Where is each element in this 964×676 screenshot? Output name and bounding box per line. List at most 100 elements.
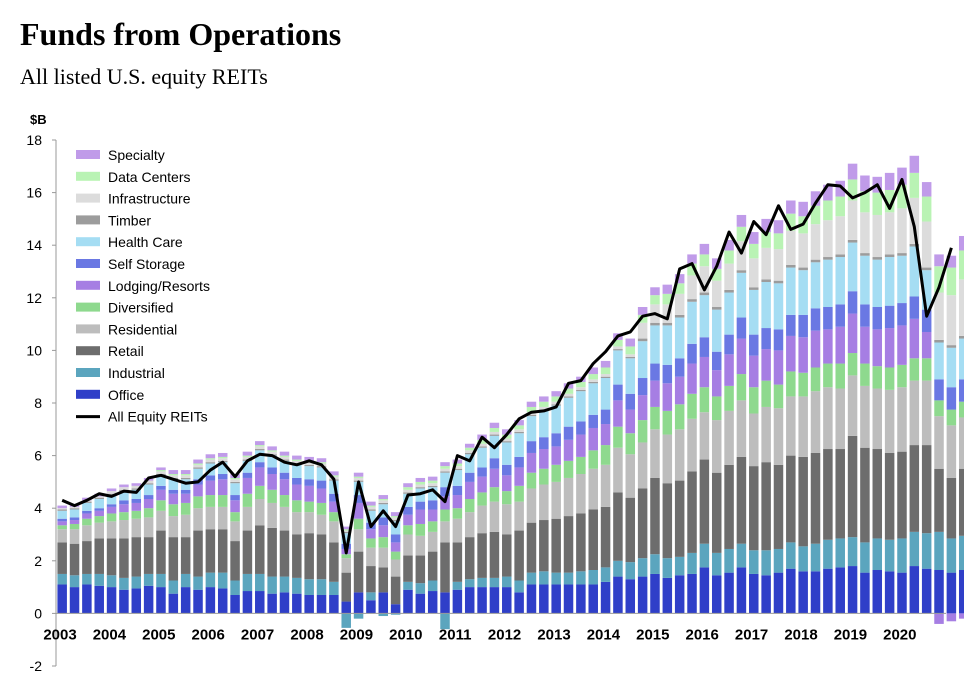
bar-diversified-q61 (810, 367, 821, 392)
bar-timber-q28 (403, 492, 413, 494)
bar-diversified-q24 (353, 518, 364, 530)
bar-office-q37 (514, 592, 524, 614)
x-tick-label: 2016 (686, 626, 719, 643)
bar-industrial-q20 (304, 579, 314, 595)
bar-data-centers-q13 (217, 456, 228, 459)
bar-office-q47 (637, 576, 648, 614)
x-tick-label: 2017 (735, 626, 768, 643)
bar-industrial-q28 (403, 581, 413, 590)
bar-retail-q70 (921, 445, 932, 534)
bar-office-q28 (403, 589, 413, 614)
bar-data-centers-q51 (687, 263, 697, 276)
bar-industrial-q61 (810, 543, 821, 572)
bar-retail-q44 (600, 506, 611, 568)
bar-timber-q23 (341, 531, 351, 534)
bar-residential-q17 (267, 502, 277, 528)
bar-infrastructure-q33 (464, 450, 475, 453)
bar-timber-q29 (415, 487, 426, 489)
bar-self-storage-q56 (749, 334, 759, 356)
x-tick-label: 2020 (883, 626, 916, 643)
bar-data-centers-q53 (711, 268, 722, 281)
bar-residential-q34 (477, 505, 487, 534)
bar-health-care-q2 (82, 502, 92, 511)
bar-lodging-resorts-q35 (489, 468, 500, 488)
bar-diversified-q16 (255, 485, 265, 499)
bar-office-q68 (897, 572, 907, 614)
bar-health-care-q8 (156, 475, 166, 486)
bar-lodging-resorts-q68 (897, 325, 907, 365)
bar-residential-q21 (316, 514, 327, 535)
bar-residential-q72 (946, 425, 957, 478)
bar-office-q17 (267, 593, 277, 614)
bar-retail-q10 (180, 537, 191, 574)
bar-diversified-q21 (316, 502, 327, 515)
bar-industrial-q6 (131, 576, 142, 589)
bar-infrastructure-q73 (958, 279, 964, 336)
bar-data-centers-q35 (489, 427, 500, 432)
bar-industrial-q68 (897, 538, 907, 573)
bar-lodging-resorts-q55 (736, 338, 747, 375)
bar-diversified-q25 (366, 538, 376, 548)
bar-office-q26 (378, 592, 389, 614)
bar-lodging-resorts-q60 (798, 337, 808, 373)
bar-self-storage-q69 (909, 296, 920, 319)
bar-specialty-q26 (378, 495, 389, 499)
bar-self-storage-q12 (205, 475, 216, 481)
bar-health-care-q49 (662, 325, 673, 365)
legend-swatch (76, 237, 100, 247)
bar-retail-q31 (440, 542, 450, 593)
bar-infrastructure-q56 (749, 258, 759, 288)
bar-industrial-q63 (835, 538, 845, 568)
bar-office-q44 (600, 581, 611, 614)
bar-self-storage-q61 (810, 308, 821, 331)
bar-residential-q36 (502, 504, 512, 535)
bar-office-q23 (341, 601, 351, 614)
bar-retail-q9 (168, 537, 179, 581)
bar-office-q41 (563, 584, 574, 614)
bar-lodging-resorts-q44 (600, 424, 611, 446)
bar-diversified-q47 (637, 420, 648, 443)
bar-self-storage-q57 (761, 328, 771, 350)
legend-swatch (76, 280, 100, 290)
bar-timber-q11 (193, 467, 203, 469)
bar-residential-q27 (390, 559, 401, 577)
legend-label: Retail (108, 343, 144, 359)
bar-data-centers-q22 (329, 475, 339, 477)
x-tick-label: 2018 (784, 626, 817, 643)
bar-health-care-q31 (440, 472, 450, 488)
bar-infrastructure-q39 (539, 406, 549, 410)
bar-health-care-q64 (847, 242, 858, 292)
bar-office-q30 (427, 591, 438, 614)
bar-specialty-q44 (600, 360, 611, 368)
bar-diversified-q35 (489, 487, 500, 502)
bar-office-q54 (724, 572, 734, 614)
bar-infrastructure-q19 (292, 460, 302, 464)
bar-data-centers-q24 (353, 476, 364, 478)
bar-diversified-q57 (761, 380, 771, 407)
bar-lodging-resorts-q48 (650, 380, 660, 407)
bar-office-q31 (440, 592, 450, 614)
bar-office-q33 (464, 587, 475, 614)
bar-diversified-q19 (292, 500, 302, 513)
bar-infrastructure-q36 (502, 438, 512, 442)
x-tick-label: 2013 (537, 626, 570, 643)
bar-lodging-resorts-q13 (217, 479, 228, 496)
bar-timber-q67 (884, 254, 895, 258)
bar-office-q11 (193, 589, 203, 614)
bar-specialty-q6 (131, 483, 142, 486)
bar-industrial-q30 (427, 580, 438, 592)
bar-health-care-q40 (551, 405, 561, 434)
bar-retail-q12 (205, 529, 216, 573)
bar-timber-q51 (687, 299, 697, 302)
bar-retail-q19 (292, 534, 302, 578)
bar-self-storage-q2 (82, 510, 92, 514)
bar-residential-q71 (934, 416, 944, 469)
bar-diversified-q10 (180, 502, 191, 515)
bar-residential-q23 (341, 558, 351, 573)
bar-office-q4 (106, 587, 117, 614)
bar-retail-q2 (82, 541, 92, 574)
bar-health-care-q7 (143, 484, 154, 496)
bar-diversified-q29 (415, 523, 426, 536)
bar-self-storage-q48 (650, 363, 660, 381)
bar-specialty-q4 (106, 488, 117, 492)
